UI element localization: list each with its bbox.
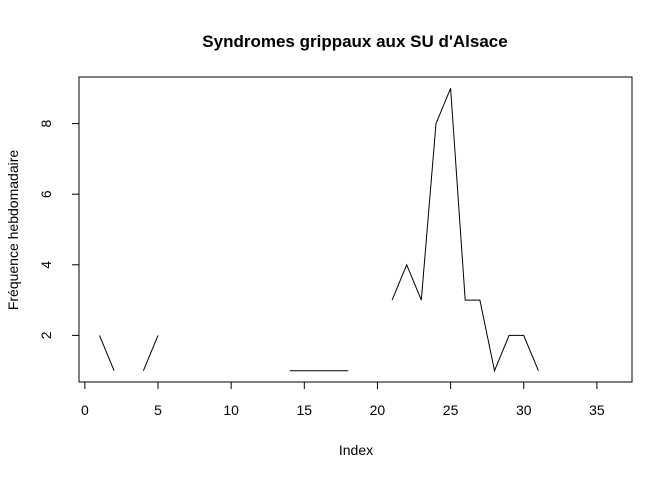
x-tick-label: 20 [370,402,386,418]
x-tick-label: 15 [297,402,313,418]
series-layer [99,88,539,373]
y-axis: 2 4 6 8 [38,119,80,339]
y-tick-label: 2 [38,331,54,339]
x-tick-label: 0 [81,402,89,418]
x-axis: 0 5 10 15 20 25 30 35 [81,381,605,418]
series-line-segment [142,335,159,371]
y-tick-label: 8 [38,119,54,127]
y-axis-label: Fréquence hebdomadaire [5,150,21,311]
x-axis-label: Index [339,442,373,458]
x-tick-label: 35 [589,402,605,418]
x-tick-label: 30 [516,402,532,418]
x-tick-label: 10 [223,402,239,418]
x-tick-label: 25 [443,402,459,418]
y-tick-label: 4 [38,261,54,269]
series-line-segment [99,335,115,371]
plot-frame [78,76,633,383]
chart-title: Syndromes grippaux aux SU d'Alsace [202,32,507,51]
x-tick-label: 5 [154,402,162,418]
y-tick-label: 6 [38,190,54,198]
series-line-segment [391,88,539,373]
